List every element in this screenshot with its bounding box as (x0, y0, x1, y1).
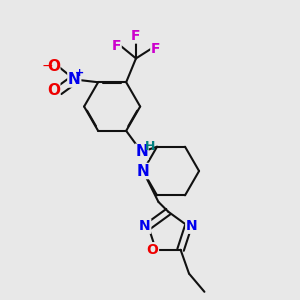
Text: N: N (136, 164, 149, 178)
Text: O: O (47, 59, 60, 74)
Text: O: O (147, 243, 158, 257)
Text: F: F (112, 39, 121, 53)
Text: N: N (139, 219, 151, 233)
Text: N: N (135, 144, 148, 159)
Text: −: − (41, 59, 53, 73)
Text: N: N (68, 72, 81, 87)
Text: H: H (145, 140, 155, 153)
Text: O: O (47, 83, 60, 98)
Text: +: + (75, 68, 84, 78)
Text: F: F (151, 42, 160, 56)
Text: F: F (131, 29, 141, 43)
Text: N: N (186, 219, 197, 233)
